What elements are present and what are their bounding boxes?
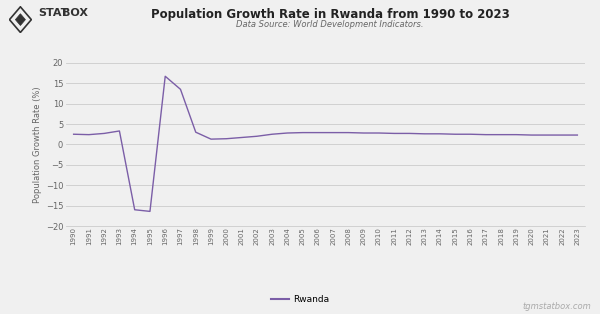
Legend: Rwanda: Rwanda xyxy=(267,292,333,308)
Polygon shape xyxy=(16,14,25,25)
Y-axis label: Population Growth Rate (%): Population Growth Rate (%) xyxy=(32,86,41,203)
Text: Data Source: World Development Indicators.: Data Source: World Development Indicator… xyxy=(236,20,424,30)
Text: tgmstatbox.com: tgmstatbox.com xyxy=(522,302,591,311)
Text: STAT: STAT xyxy=(38,8,68,18)
Text: BOX: BOX xyxy=(62,8,88,18)
Text: Population Growth Rate in Rwanda from 1990 to 2023: Population Growth Rate in Rwanda from 19… xyxy=(151,8,509,21)
